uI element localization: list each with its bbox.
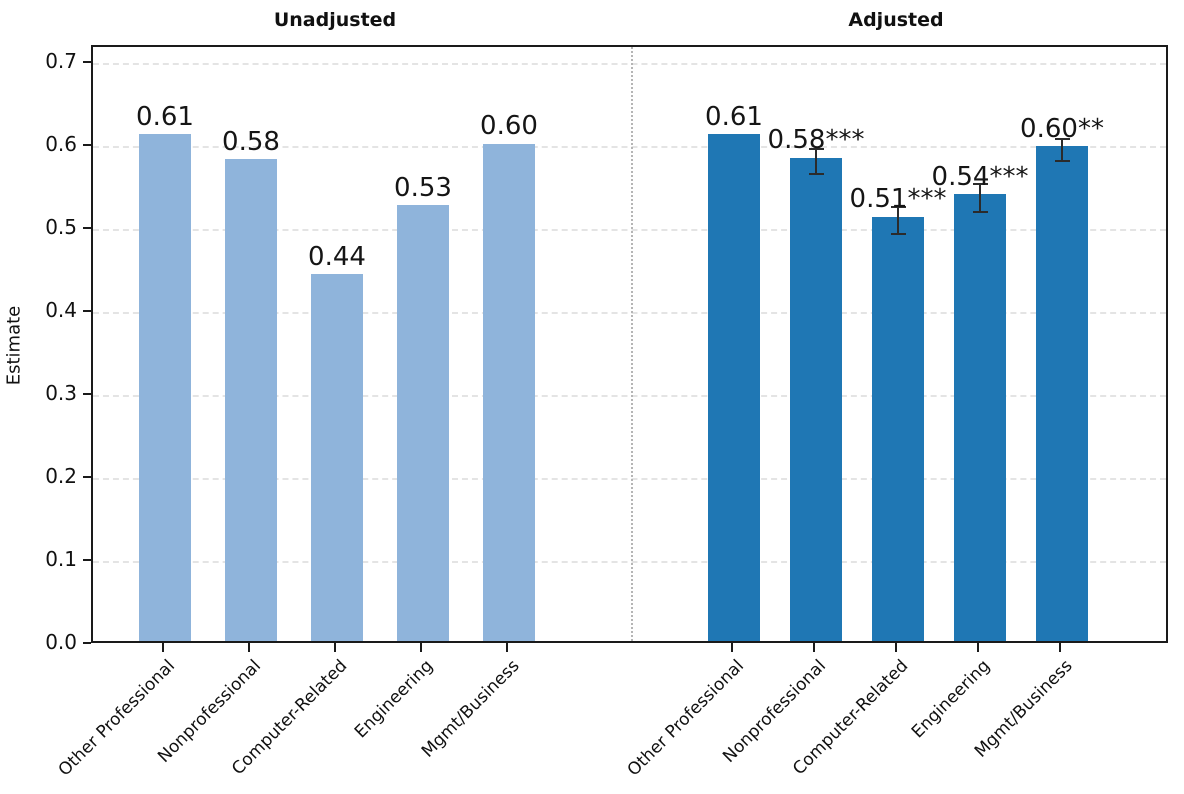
bar-adjusted-5 — [1036, 146, 1088, 641]
y-tick-mark — [83, 392, 91, 395]
category-label: Other Professional — [54, 656, 180, 781]
y-tick-mark — [83, 60, 91, 63]
gridline — [93, 560, 1166, 563]
error-bar-cap-bottom — [972, 211, 988, 214]
x-tick-mark — [1059, 643, 1061, 652]
gridline — [93, 145, 1166, 148]
bar-unadjusted-4 — [397, 204, 449, 641]
panel-separator — [630, 47, 633, 641]
gridline — [93, 394, 1166, 397]
x-tick-mark — [895, 643, 897, 652]
error-bar-cap-top — [1054, 138, 1070, 141]
bar-value-label: 0.60** — [1020, 113, 1104, 144]
y-tick-mark — [83, 226, 91, 229]
x-tick-mark — [334, 643, 336, 652]
error-bar-cap-bottom — [1054, 159, 1070, 162]
y-tick-label: 0.0 — [45, 630, 77, 654]
gridline — [93, 311, 1166, 314]
y-tick-label: 0.3 — [45, 380, 77, 405]
gridline — [93, 228, 1166, 231]
y-tick-label: 0.1 — [45, 546, 77, 571]
bar-unadjusted-2 — [225, 159, 277, 641]
bar-unadjusted-3 — [311, 273, 363, 641]
gridline — [93, 62, 1166, 65]
category-label: Engineering — [350, 656, 438, 743]
x-tick-mark — [420, 643, 422, 652]
error-bar — [897, 207, 899, 234]
y-tick-label: 0.4 — [45, 297, 77, 322]
error-bar — [979, 184, 981, 213]
x-tick-mark — [813, 643, 815, 652]
error-bar-cap-top — [808, 148, 824, 151]
x-tick-mark — [162, 643, 164, 652]
error-bar-cap-bottom — [808, 173, 824, 176]
bar-adjusted-4 — [954, 194, 1006, 641]
y-tick-mark — [83, 309, 91, 312]
gridline — [93, 477, 1166, 480]
panel-title-adjusted: Adjusted — [848, 9, 944, 31]
bar-value-label: 0.61 — [136, 102, 194, 133]
y-tick-mark — [83, 475, 91, 478]
x-tick-mark — [506, 643, 508, 652]
y-tick-mark — [83, 143, 91, 146]
error-bar-cap-top — [890, 206, 906, 209]
bar-value-label: 0.53 — [394, 172, 452, 203]
category-label: Engineering — [907, 656, 995, 743]
error-bar-cap-top — [972, 183, 988, 186]
bar-value-label: 0.58 — [222, 126, 280, 157]
x-tick-mark — [977, 643, 979, 652]
y-tick-label: 0.6 — [45, 131, 77, 156]
bar-adjusted-3 — [872, 216, 924, 641]
bar-value-label: 0.54*** — [931, 161, 1029, 192]
x-tick-mark — [248, 643, 250, 652]
y-tick-label: 0.2 — [45, 463, 77, 488]
bar-value-label: 0.61 — [705, 102, 763, 133]
error-bar-cap-bottom — [890, 232, 906, 235]
bar-adjusted-2 — [790, 157, 842, 641]
plot-area: 0.61 0.58 0.44 0.53 0.60 0.61 0.58*** 0.51*** 0.… — [91, 45, 1168, 643]
bar-adjusted-1 — [708, 134, 760, 641]
y-tick-label: 0.7 — [45, 48, 77, 73]
bar-unadjusted-1 — [139, 134, 191, 641]
bar-value-label: 0.51*** — [849, 184, 947, 215]
y-tick-label: 0.5 — [45, 214, 77, 239]
x-tick-mark — [731, 643, 733, 652]
bar-value-label: 0.44 — [308, 241, 366, 272]
error-bar — [1061, 139, 1063, 161]
panel-title-unadjusted: Unadjusted — [273, 9, 397, 31]
bar-value-label: 0.58*** — [767, 125, 865, 156]
y-tick-mark — [83, 558, 91, 561]
bar-unadjusted-5 — [483, 143, 535, 641]
y-tick-mark — [83, 642, 91, 644]
bar-value-label: 0.60 — [480, 111, 538, 142]
error-bar — [815, 149, 817, 175]
